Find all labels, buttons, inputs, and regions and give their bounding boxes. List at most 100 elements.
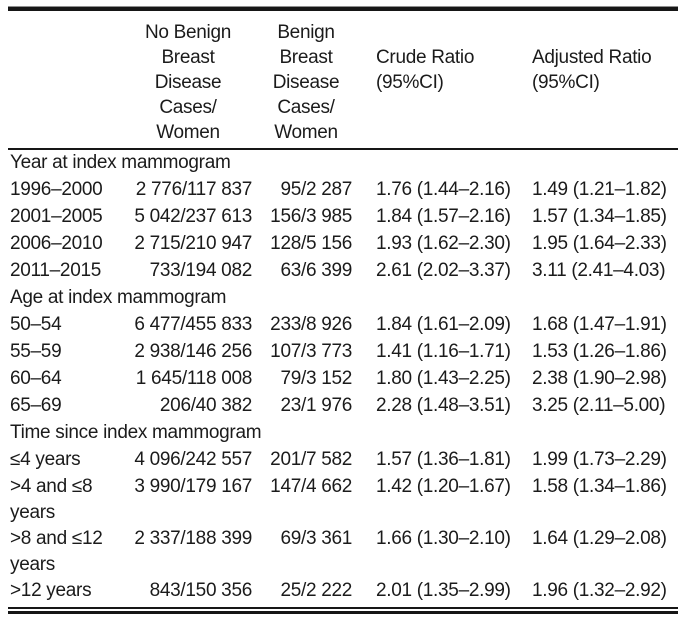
cell-bbd: 25/2 222 xyxy=(280,580,352,601)
cell-adjusted-ratio: 1.64 (1.29–2.08) xyxy=(532,528,667,549)
cell-bbd: 79/3 152 xyxy=(280,368,352,389)
header-line: (95%CI) xyxy=(376,72,444,93)
cell-bbd: 95/2 287 xyxy=(280,179,352,200)
section-title: Year at index mammogram xyxy=(10,152,231,173)
row-label: 60–64 xyxy=(10,368,62,389)
header-line: Benign xyxy=(277,22,335,43)
cell-crude-ratio: 2.01 (1.35–2.99) xyxy=(376,580,511,601)
table-row: >4 and ≤8 years 3 990/179 167 147/4 662 … xyxy=(8,474,678,526)
row-label: ≤4 years xyxy=(10,449,81,470)
cell-adjusted-ratio: 1.68 (1.47–1.91) xyxy=(532,314,667,335)
cell-bbd: 128/5 156 xyxy=(270,233,352,254)
cell-adjusted-ratio: 1.99 (1.73–2.29) xyxy=(532,449,667,470)
cell-bbd: 156/3 985 xyxy=(270,206,352,227)
cell-crude-ratio: 1.76 (1.44–2.16) xyxy=(376,179,511,200)
cell-adjusted-ratio: 1.96 (1.32–2.92) xyxy=(532,580,667,601)
cell-no-bbd: 2 715/210 947 xyxy=(134,233,252,254)
row-label: 65–69 xyxy=(10,395,62,416)
cell-no-bbd: 733/194 082 xyxy=(149,260,253,281)
row-label: 50–54 xyxy=(10,314,62,335)
table-row: >12 years 843/150 356 25/2 222 2.01 (1.3… xyxy=(8,578,678,605)
table-row: 2006–2010 2 715/210 947 128/5 156 1.93 (… xyxy=(8,231,678,258)
table-row: 65–69 206/40 382 23/1 976 2.28 (1.48–3.5… xyxy=(8,393,678,420)
row-label: >8 and ≤12 years xyxy=(10,528,103,575)
cell-no-bbd: 2 938/146 256 xyxy=(134,341,252,362)
cell-crude-ratio: 1.80 (1.43–2.25) xyxy=(376,368,511,389)
cell-crude-ratio: 1.84 (1.57–2.16) xyxy=(376,206,511,227)
cell-adjusted-ratio: 3.11 (2.41–4.03) xyxy=(532,260,666,281)
cell-crude-ratio: 1.66 (1.30–2.10) xyxy=(376,528,511,549)
row-label: 1996–2000 xyxy=(10,179,103,200)
cell-bbd: 147/4 662 xyxy=(270,476,352,497)
header-benign-breast-disease: Benign Breast Disease Cases/ Women xyxy=(256,11,356,150)
cell-adjusted-ratio: 1.49 (1.21–1.82) xyxy=(532,179,667,200)
row-label: >4 and ≤8 years xyxy=(10,476,93,523)
section-title: Time since index mammogram xyxy=(10,422,262,443)
header-line: Women xyxy=(156,122,220,143)
cell-adjusted-ratio: 1.95 (1.64–2.33) xyxy=(532,233,667,254)
cell-adjusted-ratio: 1.53 (1.26–1.86) xyxy=(532,341,667,362)
header-line: Cases/ xyxy=(277,97,335,118)
cell-crude-ratio: 2.61 (2.02–3.37) xyxy=(376,260,511,281)
cell-crude-ratio: 1.93 (1.62–2.30) xyxy=(376,233,511,254)
header-line: Disease xyxy=(154,72,222,93)
table-bottom-rule xyxy=(8,607,678,614)
table-row: 55–59 2 938/146 256 107/3 773 1.41 (1.16… xyxy=(8,339,678,366)
header-adjusted-ratio: Adjusted Ratio (95%CI) xyxy=(518,11,678,150)
header-no-benign-breast-disease: No Benign Breast Disease Cases/ Women xyxy=(120,11,256,150)
cell-no-bbd: 4 096/242 557 xyxy=(134,449,252,470)
header-line: Breast xyxy=(279,47,333,68)
cell-adjusted-ratio: 3.25 (2.11–5.00) xyxy=(532,395,666,416)
table-row: ≤4 years 4 096/242 557 201/7 582 1.57 (1… xyxy=(8,447,678,474)
table-row: 2001–2005 5 042/237 613 156/3 985 1.84 (… xyxy=(8,204,678,231)
section-row-year: Year at index mammogram xyxy=(8,149,678,177)
header-line: Women xyxy=(274,122,338,143)
header-line: No Benign xyxy=(144,22,232,43)
header-row: No Benign Breast Disease Cases/ Women Be… xyxy=(8,11,678,150)
cell-bbd: 63/6 399 xyxy=(280,260,352,281)
row-label: 2001–2005 xyxy=(10,206,103,227)
cell-crude-ratio: 1.57 (1.36–1.81) xyxy=(376,449,511,470)
row-label: >12 years xyxy=(10,580,92,601)
table-header: No Benign Breast Disease Cases/ Women Be… xyxy=(8,11,678,150)
table-row: >8 and ≤12 years 2 337/188 399 69/3 361 … xyxy=(8,526,678,578)
cell-bbd: 23/1 976 xyxy=(280,395,352,416)
cell-bbd: 107/3 773 xyxy=(270,341,352,362)
cell-crude-ratio: 1.41 (1.16–1.71) xyxy=(376,341,511,362)
cell-bbd: 201/7 582 xyxy=(270,449,352,470)
table-row: 2011–2015 733/194 082 63/6 399 2.61 (2.0… xyxy=(8,258,678,285)
header-line: Crude Ratio xyxy=(376,47,475,68)
row-label: 2006–2010 xyxy=(10,233,103,254)
table-body: Year at index mammogram 1996–2000 2 776/… xyxy=(8,149,678,605)
header-line: (95%CI) xyxy=(532,72,600,93)
row-label: 2011–2015 xyxy=(10,260,101,281)
header-row-label xyxy=(8,11,120,150)
header-line: Cases/ xyxy=(159,97,217,118)
header-line: Disease xyxy=(272,72,340,93)
row-label: 55–59 xyxy=(10,341,62,362)
header-crude-ratio: Crude Ratio (95%CI) xyxy=(356,11,518,150)
section-row-time: Time since index mammogram xyxy=(8,420,678,447)
cell-crude-ratio: 2.28 (1.48–3.51) xyxy=(376,395,511,416)
cell-no-bbd: 1 645/118 008 xyxy=(135,368,253,389)
cell-no-bbd: 206/40 382 xyxy=(159,395,252,416)
header-line: Breast xyxy=(161,47,215,68)
cell-adjusted-ratio: 2.38 (1.90–2.98) xyxy=(532,368,667,389)
header-line: Adjusted Ratio xyxy=(532,47,652,68)
cell-bbd: 233/8 926 xyxy=(270,314,352,335)
cell-adjusted-ratio: 1.57 (1.34–1.85) xyxy=(532,206,667,227)
cell-no-bbd: 5 042/237 613 xyxy=(134,206,252,227)
cell-no-bbd: 3 990/179 167 xyxy=(134,476,252,497)
cell-crude-ratio: 1.42 (1.20–1.67) xyxy=(376,476,511,497)
cell-no-bbd: 2 776/117 837 xyxy=(135,179,253,200)
results-table: No Benign Breast Disease Cases/ Women Be… xyxy=(8,11,678,605)
table-row: 1996–2000 2 776/117 837 95/2 287 1.76 (1… xyxy=(8,177,678,204)
table-top-rule xyxy=(8,6,678,11)
table-row: 50–54 6 477/455 833 233/8 926 1.84 (1.61… xyxy=(8,312,678,339)
cell-adjusted-ratio: 1.58 (1.34–1.86) xyxy=(532,476,667,497)
cell-no-bbd: 2 337/188 399 xyxy=(134,528,252,549)
section-title: Age at index mammogram xyxy=(10,287,227,308)
cell-bbd: 69/3 361 xyxy=(280,528,352,549)
cell-no-bbd: 843/150 356 xyxy=(149,580,253,601)
